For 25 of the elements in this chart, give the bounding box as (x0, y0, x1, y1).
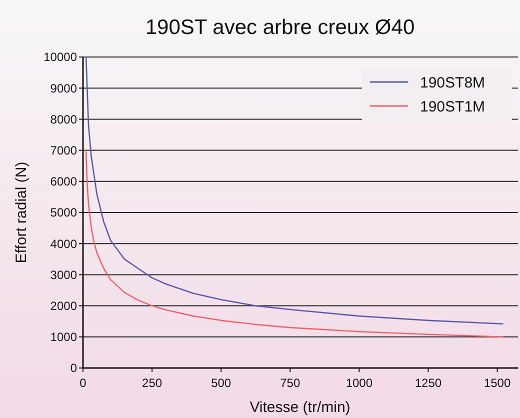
line-series (85, 150, 504, 338)
legend-label: 190ST8M (420, 74, 486, 92)
x-tick-label: 1000 (346, 376, 373, 390)
x-tick-label: 250 (142, 376, 162, 390)
y-tick-label: 2000 (50, 299, 78, 313)
y-tick-label: 7000 (50, 144, 78, 158)
y-tick-label: 6000 (50, 174, 78, 189)
y-axis-title: Effort radial (N) (13, 162, 30, 264)
x-tick-label: 500 (211, 376, 232, 390)
y-tick-label: 4000 (50, 236, 78, 251)
legend-label: 190ST1M (420, 98, 486, 116)
x-axis-title: Vitesse (tr/min) (250, 399, 350, 416)
chart-title: 190ST avec arbre creux Ø40 (145, 16, 415, 39)
y-tick-label: 3000 (50, 268, 78, 282)
y-tick-label: 10000 (44, 50, 78, 64)
y-tick-label: 5000 (50, 206, 78, 220)
line-series (85, 56, 504, 324)
y-tick-label: 0 (70, 361, 78, 376)
y-tick-label: 9000 (50, 81, 78, 96)
y-tick-label: 1000 (50, 330, 78, 344)
y-tick-label: 8000 (50, 112, 78, 126)
x-tick-label: 0 (80, 376, 87, 390)
x-tick-label: 750 (280, 376, 300, 390)
x-tick-label: 1500 (484, 376, 511, 390)
x-tick-label: 1250 (414, 376, 442, 390)
